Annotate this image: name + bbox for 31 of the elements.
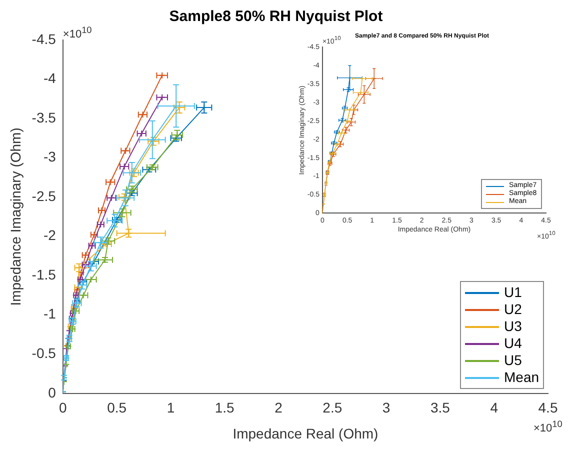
- legend-label: U5: [504, 352, 522, 370]
- y-tick-label: -3.5: [32, 109, 56, 126]
- y-tick-label: 0: [48, 384, 56, 400]
- y-tick-label: -2.5: [32, 188, 56, 204]
- x-tick-label: 3.5: [430, 400, 450, 416]
- legend-label: U3: [504, 318, 522, 336]
- y-tick-label: -3: [43, 148, 56, 165]
- x-tick-label: 1: [166, 400, 175, 416]
- x-tick-label: 4: [490, 400, 498, 416]
- x-tick-label: 4.5: [538, 400, 558, 416]
- x-tick-label: 1.5: [214, 400, 235, 416]
- y-tick-label: -1.5: [32, 266, 56, 282]
- x-tick-label: 2: [274, 400, 283, 416]
- legend-label: U1: [504, 284, 522, 302]
- y-tick-label: -2: [43, 227, 56, 244]
- legend-label: Mean: [504, 369, 540, 386]
- x-axis-title: Impedance Real (Ohm): [232, 425, 378, 442]
- x-tick-label: 0.5: [107, 400, 127, 416]
- y-tick-label: -4.5: [32, 30, 56, 47]
- x-tick-label: 0: [59, 400, 68, 416]
- y-tick-label: -1: [43, 306, 56, 322]
- chart-title: Sample8 50% RH Nyquist Plot: [169, 8, 383, 26]
- x-tick-label: 3: [382, 400, 390, 416]
- annotation: ×10$^{10}$: [62, 25, 92, 41]
- x-tick-label: 2.5: [322, 400, 342, 416]
- y-tick-label: -4: [43, 70, 56, 86]
- legend-label: U2: [504, 301, 522, 318]
- text: ×10$^{10}$: [534, 419, 562, 436]
- y-tick-label: -0.5: [32, 344, 56, 361]
- y-axis-title: Impedance Imaginary (Ohm): [7, 128, 24, 306]
- legend-label: U4: [504, 335, 522, 352]
